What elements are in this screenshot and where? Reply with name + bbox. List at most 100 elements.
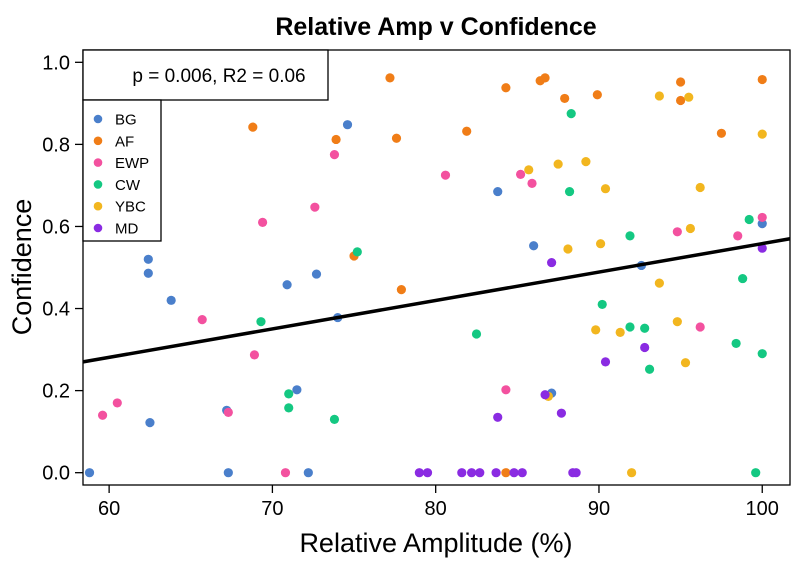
data-point-ybc	[654, 278, 664, 288]
data-point-bg	[342, 120, 353, 130]
data-point-md	[540, 390, 550, 400]
data-point-ewp	[695, 322, 705, 332]
data-point-ewp	[112, 398, 122, 408]
data-point-cw	[352, 247, 362, 257]
legend: BG AF EWP CW YBC MD	[82, 99, 162, 242]
x-axis-label: Relative Amplitude (%)	[299, 528, 572, 558]
data-point-md	[547, 257, 557, 268]
data-point-ewp	[197, 315, 207, 325]
data-point-af	[676, 77, 686, 87]
x-tick-label: 90	[588, 498, 610, 520]
series-ewp	[97, 150, 767, 478]
y-tick-label: 0.4	[42, 299, 70, 321]
data-point-md	[640, 342, 650, 353]
data-point-ewp	[440, 170, 451, 180]
data-point-cw	[640, 323, 650, 333]
data-point-bg	[292, 385, 302, 395]
data-point-bg	[529, 241, 539, 251]
data-point-af	[385, 73, 395, 83]
data-point-bg	[145, 418, 155, 428]
data-point-cw	[731, 338, 741, 349]
data-point-md	[475, 468, 485, 478]
data-point-cw	[471, 329, 482, 339]
annotation-text: p = 0.006, R2 = 0.06	[132, 66, 305, 87]
data-point-ybc	[581, 157, 591, 167]
data-point-af	[592, 90, 602, 100]
data-point-cw	[625, 231, 635, 241]
legend-label-ewp: EWP	[115, 155, 149, 172]
legend-marker-ybc	[93, 201, 103, 211]
data-point-af	[716, 128, 727, 138]
legend-label-af: AF	[115, 133, 134, 150]
data-point-af	[396, 285, 406, 295]
data-point-md	[757, 243, 767, 253]
data-point-af	[391, 133, 402, 143]
data-point-ybc	[600, 184, 611, 194]
data-point-ewp	[733, 231, 743, 241]
legend-label-ybc: YBC	[115, 199, 146, 216]
data-point-ybc	[685, 223, 695, 234]
data-point-cw	[329, 414, 340, 424]
data-point-ewp	[501, 385, 511, 395]
data-point-ewp	[527, 178, 537, 188]
axis-ticks: 60 70 80 90 100 0.0 0.2 0.4 0.6 0.8 1.0	[42, 52, 779, 520]
data-point-cw	[284, 403, 294, 413]
data-point-ybc	[695, 182, 705, 193]
data-point-ybc	[591, 325, 601, 335]
data-point-ewp	[258, 217, 268, 227]
y-tick-label: 0.0	[42, 463, 70, 485]
data-point-cw	[744, 214, 754, 225]
data-point-cw	[564, 186, 575, 197]
legend-marker-af	[93, 136, 103, 146]
data-point-ybc	[627, 468, 637, 478]
data-point-ewp	[280, 468, 291, 478]
data-point-md	[414, 468, 424, 478]
data-point-ybc	[672, 317, 682, 327]
data-point-cw	[757, 349, 767, 359]
legend-marker-bg	[93, 114, 103, 124]
data-point-ybc	[595, 239, 606, 249]
regression-line	[82, 237, 791, 364]
data-point-ybc	[553, 159, 563, 169]
data-point-ybc	[524, 165, 534, 175]
data-point-cw	[256, 317, 266, 327]
y-axis-label: Confidence	[7, 199, 37, 336]
data-point-bg	[166, 295, 176, 305]
data-point-af	[676, 95, 686, 106]
legend-label-md: MD	[115, 221, 138, 238]
legend-label-cw: CW	[115, 177, 141, 194]
data-point-bg	[493, 186, 503, 197]
y-tick-label: 0.6	[42, 216, 70, 238]
data-point-ewp	[223, 407, 233, 417]
series-md	[414, 243, 767, 478]
data-point-md	[556, 408, 567, 418]
data-point-md	[600, 357, 611, 367]
annotation-box: p = 0.006, R2 = 0.06	[82, 49, 329, 101]
data-point-ybc	[680, 358, 691, 368]
data-point-ybc	[654, 91, 664, 101]
x-tick-label: 60	[98, 498, 120, 520]
data-point-cw	[597, 299, 607, 310]
data-point-af	[540, 73, 550, 83]
data-point-md	[491, 468, 501, 478]
data-point-cw	[284, 389, 294, 399]
data-point-md	[457, 468, 467, 478]
data-point-ewp	[310, 202, 320, 212]
data-point-ewp	[515, 169, 526, 179]
x-tick-label: 70	[261, 498, 283, 520]
data-point-af	[501, 83, 511, 93]
data-point-bg	[84, 468, 95, 478]
series-ybc	[524, 91, 767, 478]
legend-frame	[82, 99, 162, 242]
data-point-af	[331, 134, 341, 145]
data-point-bg	[223, 468, 233, 478]
legend-marker-ewp	[93, 158, 103, 167]
data-point-md	[509, 468, 519, 478]
data-point-ewp	[757, 212, 767, 223]
y-tick-label: 0.8	[42, 134, 70, 156]
data-point-ewp	[329, 150, 340, 160]
data-point-bg	[303, 468, 313, 478]
data-point-bg	[311, 269, 322, 279]
data-point-af	[462, 126, 472, 136]
